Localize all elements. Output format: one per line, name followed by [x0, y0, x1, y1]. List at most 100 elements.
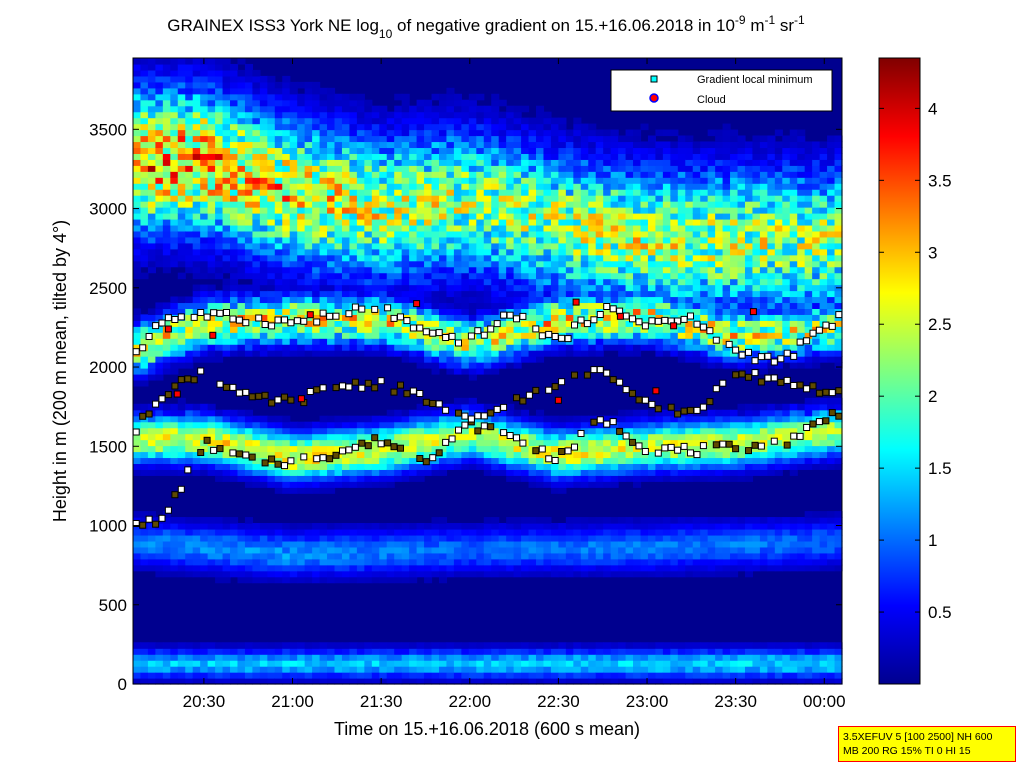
heatmap-cell: [461, 290, 470, 298]
heatmap-cell: [140, 201, 149, 208]
heatmap-cell: [476, 242, 485, 250]
heatmap-cell: [237, 558, 246, 566]
heatmap-cell: [364, 129, 373, 137]
heatmap-cell: [610, 278, 619, 286]
heatmap-cell: [334, 457, 343, 465]
heatmap-cell: [394, 284, 403, 292]
heatmap-cell: [244, 534, 254, 542]
heatmap-cell: [327, 218, 336, 226]
heatmap-cell: [446, 99, 455, 107]
heatmap-cell: [222, 69, 231, 77]
heatmap-cell: [297, 260, 306, 268]
heatmap-cell: [513, 445, 522, 453]
heatmap-cell: [386, 129, 395, 137]
heatmap-cell: [259, 540, 268, 548]
heatmap-cell: [483, 278, 492, 286]
heatmap-cell: [267, 666, 276, 673]
heatmap-cell: [379, 129, 388, 137]
heatmap-cell: [483, 117, 492, 125]
heatmap-cell: [356, 99, 365, 107]
heatmap-cell: [498, 546, 507, 554]
heatmap-cell: [461, 135, 470, 143]
heatmap-cell: [312, 99, 321, 107]
heatmap-cell: [230, 475, 239, 482]
heatmap-cell: [386, 260, 395, 268]
heatmap-cell: [133, 224, 142, 232]
heatmap-cell: [513, 540, 522, 548]
heatmap-cell: [550, 201, 559, 208]
heatmap-cell: [498, 248, 507, 256]
heatmap-cell: [140, 439, 149, 447]
heatmap-cell: [483, 463, 492, 470]
heatmap-cell: [155, 230, 164, 238]
heatmap-cell: [431, 147, 440, 154]
heatmap-cell: [207, 403, 216, 411]
heatmap-cell: [483, 183, 492, 190]
heatmap-cell: [192, 254, 201, 262]
heatmap-cell: [200, 99, 209, 107]
heatmap-cell: [431, 248, 440, 256]
heatmap-cell: [267, 564, 276, 572]
heatmap-cell: [618, 147, 627, 154]
heatmap-cell: [446, 320, 455, 327]
heatmap-cell: [244, 546, 254, 554]
heatmap-cell: [588, 308, 597, 315]
heatmap-cell: [461, 177, 470, 184]
heatmap-cell: [177, 427, 186, 435]
heatmap-cell: [491, 570, 500, 578]
heatmap-cell: [550, 224, 559, 232]
heatmap-cell: [274, 254, 283, 262]
heatmap-cell: [244, 99, 254, 107]
heatmap-cell: [230, 344, 239, 351]
heatmap-cell: [349, 159, 358, 166]
heatmap-cell: [237, 254, 246, 262]
heatmap-cell: [259, 290, 268, 298]
heatmap-cell: [155, 433, 164, 441]
heatmap-cell: [267, 93, 276, 101]
heatmap-cell: [521, 326, 530, 333]
heatmap-cell: [327, 290, 336, 298]
heatmap-cell: [573, 135, 582, 143]
heatmap-cell: [252, 207, 261, 214]
heatmap-cell: [424, 230, 433, 238]
heatmap-cell: [483, 368, 492, 375]
heatmap-cell: [491, 93, 500, 101]
heatmap-cell: [468, 666, 477, 673]
heatmap-cell: [177, 457, 186, 465]
heatmap-cell: [513, 350, 522, 357]
heatmap-cell: [483, 189, 492, 196]
heatmap-cell: [394, 290, 403, 298]
heatmap-cell: [304, 678, 313, 685]
heatmap-cell: [498, 242, 507, 250]
heatmap-cell: [341, 278, 351, 286]
heatmap-cell: [200, 344, 209, 351]
heatmap-cell: [438, 213, 448, 220]
heatmap-cell: [192, 177, 201, 184]
heatmap-cell: [177, 463, 186, 470]
heatmap-cell: [364, 648, 373, 655]
heatmap-cell: [215, 218, 224, 226]
heatmap-cell: [513, 523, 522, 530]
heatmap-cell: [409, 439, 418, 447]
heatmap-cell: [319, 475, 328, 482]
heatmap-cell: [371, 284, 380, 292]
heatmap-cell: [200, 236, 209, 244]
heatmap-cell: [304, 564, 313, 572]
heatmap-cell: [230, 546, 239, 554]
heatmap-cell: [259, 117, 268, 125]
heatmap-cell: [476, 195, 485, 202]
heatmap-cell: [147, 236, 156, 244]
heatmap-cell: [521, 230, 530, 238]
heatmap-cell: [356, 105, 365, 113]
heatmap-cell: [431, 415, 440, 423]
heatmap-cell: [498, 201, 507, 208]
heatmap-cell: [334, 153, 343, 160]
heatmap-cell: [356, 558, 365, 566]
heatmap-cell: [297, 183, 306, 190]
heatmap-cell: [491, 439, 500, 447]
heatmap-cells: [133, 58, 843, 685]
heatmap-cell: [207, 421, 216, 429]
heatmap-cell: [565, 421, 574, 429]
heatmap-cell: [185, 457, 194, 465]
heatmap-cell: [259, 546, 268, 554]
